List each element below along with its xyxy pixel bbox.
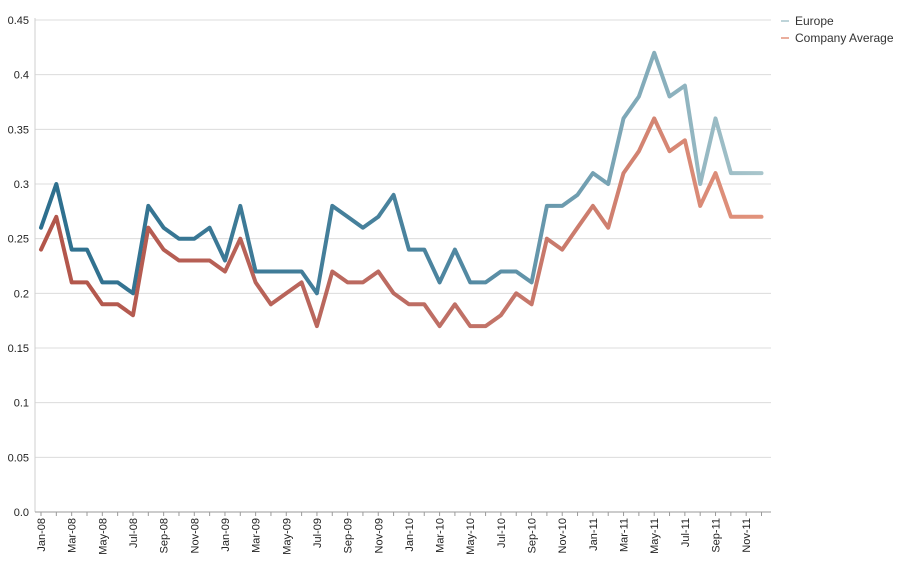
x-tick-label: May-08 xyxy=(97,518,109,555)
x-tick-label: Jul-11 xyxy=(680,518,692,547)
legend-label: Company Average xyxy=(795,31,894,45)
x-tick-label: Sep-11 xyxy=(711,518,723,553)
x-tick-label: Nov-08 xyxy=(189,518,201,553)
x-tick-label: Sep-10 xyxy=(527,518,539,553)
x-tick-label: Mar-08 xyxy=(67,518,79,553)
x-tick-label: Jul-09 xyxy=(312,518,324,548)
series-layer xyxy=(39,50,764,329)
x-tick-label: Sep-08 xyxy=(159,518,171,553)
x-tick-label: Jul-08 xyxy=(128,518,140,548)
x-tick-label: Jan-10 xyxy=(404,518,416,552)
x-tick-label: Jan-09 xyxy=(220,518,232,552)
x-tick-label: Mar-11 xyxy=(619,518,631,552)
x-tick-label: Nov-11 xyxy=(741,518,753,553)
x-tick-label: Mar-09 xyxy=(251,518,263,553)
series-line-europe xyxy=(39,50,764,296)
x-tick-label: Sep-09 xyxy=(343,518,355,553)
x-tick-label: May-10 xyxy=(465,518,477,555)
x-tick-label: Jan-11 xyxy=(588,518,600,551)
x-tick-label: Nov-09 xyxy=(373,518,385,553)
y-tick-label: 0.0 xyxy=(14,507,29,519)
axis-layer: 0.0 0.05 0.1 0.15 0.2 0.25 0.3 0.35 0.4 0.45 Jan-0… xyxy=(8,15,771,555)
y-tick-label: 0.15 xyxy=(8,343,29,355)
y-tick-label: 0.25 xyxy=(8,234,29,246)
x-tick-label: May-11 xyxy=(649,518,661,554)
x-tick-label: Nov-10 xyxy=(557,518,569,553)
y-tick-label: 0.1 xyxy=(14,398,29,410)
y-tick-label: 0.4 xyxy=(14,70,29,82)
series-line-company-average xyxy=(39,116,764,329)
x-tick-label: May-09 xyxy=(281,518,293,555)
y-tick-label: 0.45 xyxy=(8,15,29,27)
x-tick-label: Jan-08 xyxy=(36,518,48,552)
legend-label: Europe xyxy=(795,14,834,28)
y-tick-label: 0.05 xyxy=(8,452,29,464)
legend: Europe Company Average xyxy=(781,14,894,45)
x-tick-label: Mar-10 xyxy=(435,518,447,553)
y-tick-label: 0.2 xyxy=(14,288,29,300)
x-tick-label: Jul-10 xyxy=(496,518,508,548)
y-tick-label: 0.35 xyxy=(8,124,29,136)
y-tick-label: 0.3 xyxy=(14,179,29,191)
